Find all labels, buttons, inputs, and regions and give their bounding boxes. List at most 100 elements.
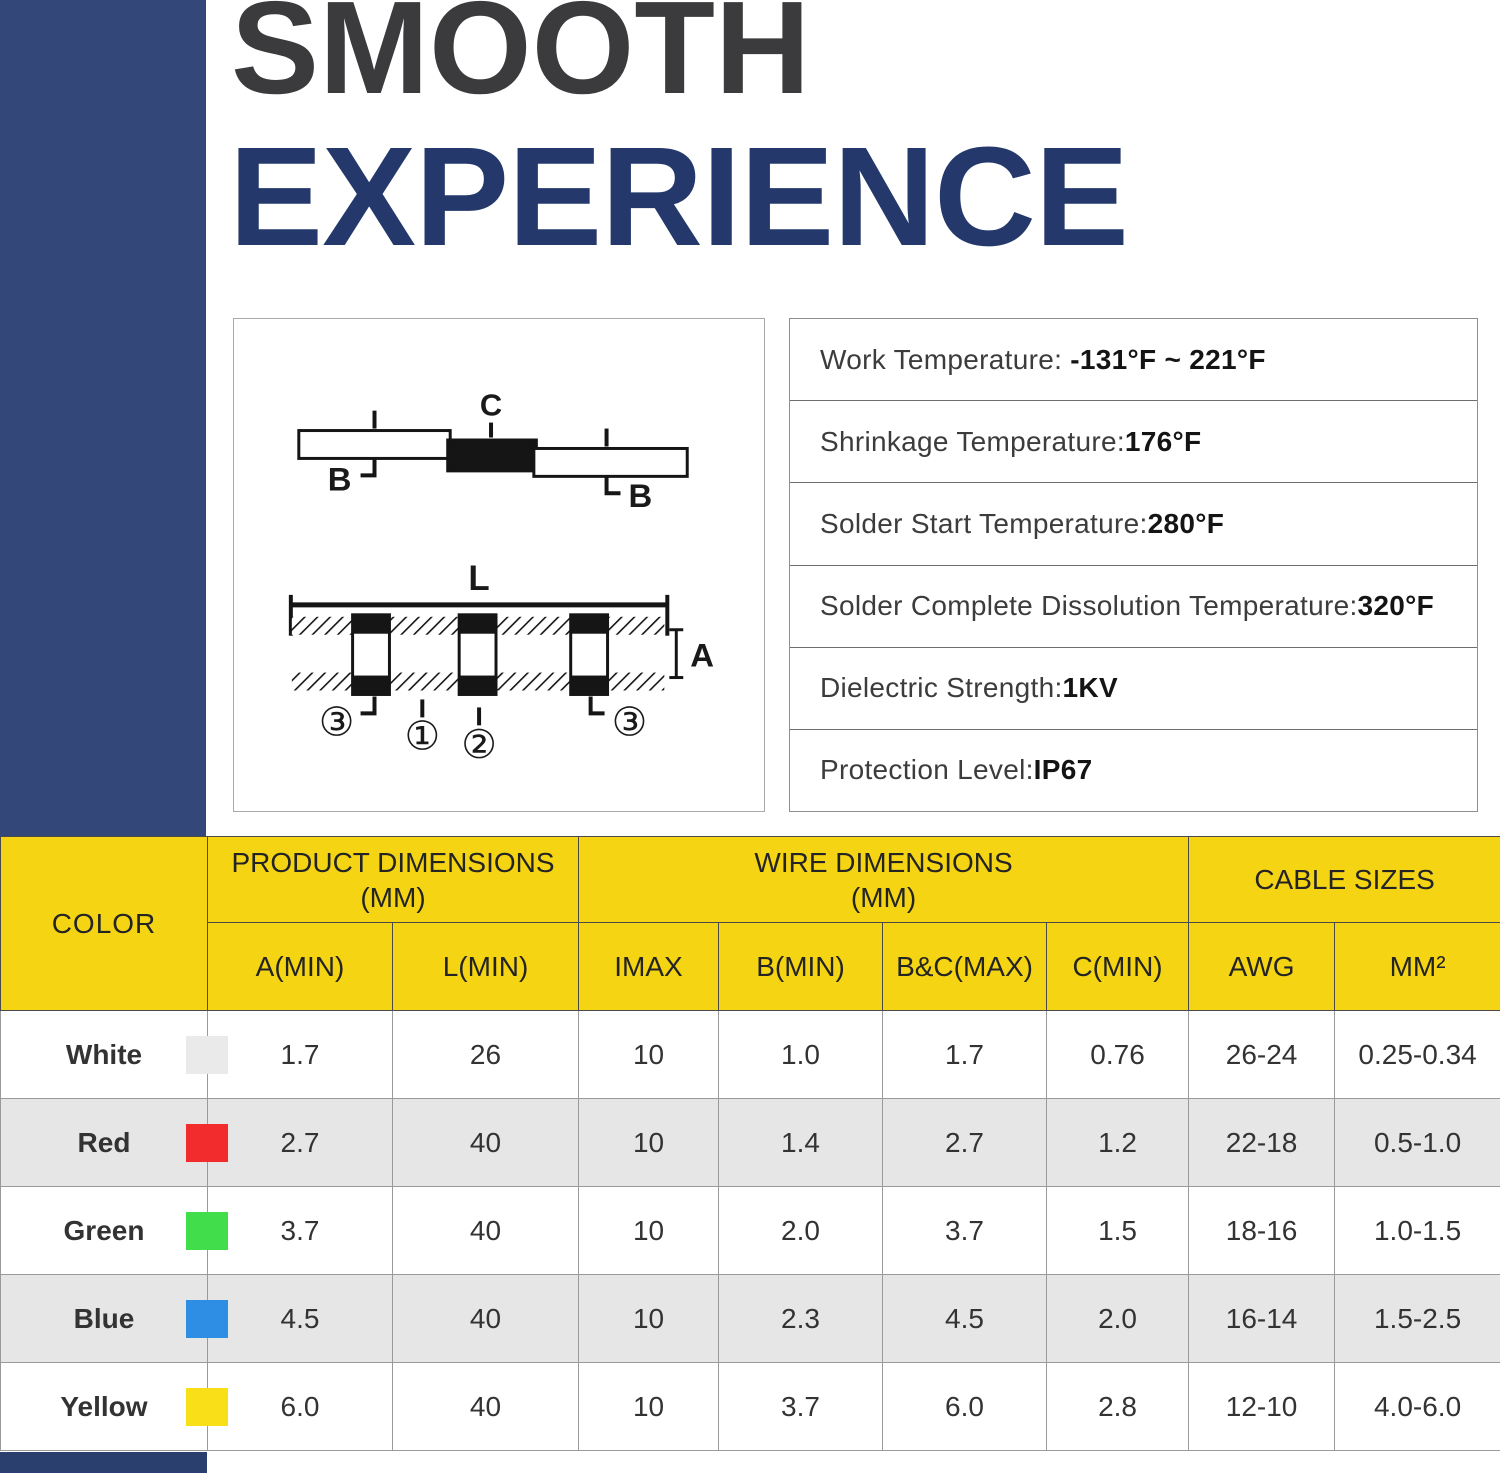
spec-row-solder-start-temperature: Solder Start Temperature: 280°F — [790, 483, 1477, 566]
splice-side-view — [297, 410, 689, 496]
color-name: Green — [63, 1214, 145, 1246]
color-swatch-red — [186, 1123, 228, 1162]
group-unit: (MM) — [360, 881, 426, 913]
cell: 40 — [391, 1362, 580, 1451]
group-header-cable-sizes: CABLE SIZES — [1188, 836, 1500, 923]
cell: 12-10 — [1188, 1362, 1336, 1451]
callout-3-left: ③ — [319, 699, 355, 745]
group-label: PRODUCT DIMENSIONS — [231, 846, 555, 878]
cell: 6.0 — [882, 1362, 1048, 1451]
spec-value: -131°F ~ 221°F — [1070, 343, 1266, 375]
column-header-c-min: C(MIN) — [1046, 922, 1190, 1011]
row-label-red: Red — [0, 1098, 228, 1187]
color-swatch-blue — [186, 1299, 228, 1338]
cell: 1.7 — [207, 1010, 393, 1099]
table-row-yellow: Yellow 6.0 40 10 3.7 6.0 2.8 12-10 4.0-6… — [0, 1362, 1500, 1451]
group-unit: (MM) — [850, 881, 917, 913]
spec-row-solder-dissolution-temperature: Solder Complete Dissolution Temperature:… — [790, 566, 1477, 648]
cell: 18-16 — [1188, 1186, 1336, 1275]
cell: 2.0 — [1046, 1274, 1190, 1363]
cell: 1.0-1.5 — [1334, 1186, 1500, 1275]
row-label-white: White — [0, 1010, 228, 1099]
column-header-b-min: B(MIN) — [718, 922, 884, 1011]
spec-label: Solder Complete Dissolution Temperature: — [820, 590, 1358, 622]
spec-value: 176°F — [1124, 425, 1202, 457]
color-swatch-yellow — [186, 1387, 228, 1426]
spec-row-protection-level: Protection Level: IP67 — [790, 730, 1477, 811]
spec-label: Work Temperature: — [820, 343, 1071, 375]
column-header-a-min: A(MIN) — [207, 922, 393, 1011]
cell: 0.25-0.34 — [1334, 1010, 1500, 1099]
row-label-yellow: Yellow — [0, 1362, 228, 1451]
column-header-awg: AWG — [1188, 922, 1336, 1011]
color-swatch-white — [186, 1035, 228, 1074]
connector-dimension-diagram: C B B — [233, 318, 765, 812]
column-header-l-min: L(MIN) — [391, 922, 580, 1011]
spec-row-work-temperature: Work Temperature: -131°F ~ 221°F — [790, 319, 1477, 402]
row-label-blue: Blue — [0, 1274, 228, 1363]
cell: 22-18 — [1188, 1098, 1336, 1187]
cell: 0.76 — [1046, 1010, 1190, 1099]
cell: 10 — [578, 1098, 720, 1187]
table-group-header-row: COLOR PRODUCT DIMENSIONS (MM) WIRE DIMEN… — [0, 836, 1500, 1011]
cell: 1.2 — [1046, 1098, 1190, 1187]
group-label: WIRE DIMENSIONS — [754, 846, 1013, 878]
connector-diagram-svg: C B B — [288, 388, 714, 768]
page-title-line2: EXPERIENCE — [229, 117, 1129, 275]
spec-label: Solder Start Temperature: — [820, 507, 1148, 539]
cell: 1.0 — [718, 1010, 884, 1099]
dim-label-b-left: B — [328, 460, 352, 497]
group-header-wire-dimensions: WIRE DIMENSIONS (MM) — [578, 836, 1190, 923]
color-name: White — [65, 1038, 143, 1070]
cell: 0.5-1.0 — [1334, 1098, 1500, 1187]
cell: 10 — [578, 1010, 720, 1099]
page-title-line1: SMOOTH — [231, 0, 811, 121]
bottom-navy-strip — [0, 1452, 207, 1473]
color-name: Blue — [73, 1302, 135, 1334]
table-sub-header-row: A(MIN) L(MIN) IMAX B(MIN) B&C(MAX) C(MIN… — [1, 922, 1500, 1011]
spec-value: 320°F — [1357, 590, 1435, 622]
callout-1: ① — [404, 713, 440, 759]
row-label-green: Green — [0, 1186, 228, 1275]
cell: 3.7 — [718, 1362, 884, 1451]
cell: 26 — [391, 1010, 580, 1099]
column-header-imax: IMAX — [578, 922, 720, 1011]
tube-cross-section — [288, 594, 684, 726]
dimensions-table: COLOR PRODUCT DIMENSIONS (MM) WIRE DIMEN… — [0, 836, 1500, 1451]
spec-row-shrinkage-temperature: Shrinkage Temperature: 176°F — [790, 401, 1477, 484]
cell: 3.7 — [882, 1186, 1048, 1275]
cell: 2.3 — [718, 1274, 884, 1363]
dim-label-l: L — [468, 559, 489, 598]
table-row-red: Red 2.7 40 10 1.4 2.7 1.2 22-18 0.5-1.0 — [0, 1098, 1500, 1187]
cell: 26-24 — [1188, 1010, 1336, 1099]
cell: 40 — [391, 1098, 580, 1187]
spec-value: IP67 — [1033, 754, 1093, 786]
cell: 1.7 — [882, 1010, 1048, 1099]
cell: 10 — [578, 1274, 720, 1363]
spec-label: Protection Level: — [820, 754, 1034, 786]
temperature-spec-list: Work Temperature: -131°F ~ 221°F Shrinka… — [789, 318, 1478, 812]
cell: 16-14 — [1188, 1274, 1336, 1363]
left-accent-bar — [0, 0, 206, 838]
dim-label-a: A — [690, 637, 714, 674]
color-name: Yellow — [60, 1390, 148, 1422]
cell: 4.5 — [882, 1274, 1048, 1363]
cell: 2.7 — [882, 1098, 1048, 1187]
dim-label-c: C — [480, 388, 502, 423]
spec-value: 280°F — [1147, 507, 1225, 539]
cell: 10 — [578, 1362, 720, 1451]
callout-3-right: ③ — [612, 699, 648, 745]
table-row-white: White 1.7 26 10 1.0 1.7 0.76 26-24 0.25-… — [0, 1010, 1500, 1099]
cell: 4.0-6.0 — [1334, 1362, 1500, 1451]
cell: 6.0 — [207, 1362, 393, 1451]
cell: 40 — [391, 1186, 580, 1275]
cell: 1.5 — [1046, 1186, 1190, 1275]
cell: 2.0 — [718, 1186, 884, 1275]
callout-2: ② — [461, 722, 497, 768]
color-swatch-green — [186, 1211, 228, 1250]
column-header-mm2: MM² — [1334, 922, 1500, 1011]
spec-label: Dielectric Strength: — [820, 672, 1063, 704]
cell: 40 — [391, 1274, 580, 1363]
color-name: Red — [77, 1126, 131, 1158]
